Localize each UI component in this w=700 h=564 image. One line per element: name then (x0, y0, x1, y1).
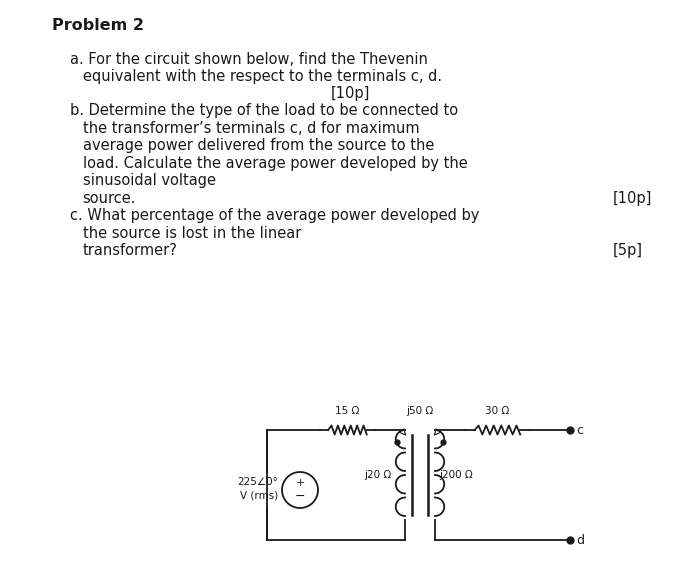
Text: d: d (576, 534, 584, 547)
Text: −: − (295, 490, 305, 503)
Text: the transformer’s terminals c, d for maximum: the transformer’s terminals c, d for max… (83, 121, 419, 136)
Text: j20 Ω: j20 Ω (364, 470, 391, 480)
Text: 225∠0°: 225∠0° (237, 477, 278, 487)
Text: transformer?: transformer? (83, 243, 178, 258)
Text: j200 Ω: j200 Ω (439, 470, 472, 480)
Text: average power delivered from the source to the: average power delivered from the source … (83, 138, 434, 153)
Text: [10p]: [10p] (330, 86, 370, 102)
Text: a. For the circuit shown below, find the Thevenin: a. For the circuit shown below, find the… (70, 52, 428, 67)
Text: load. Calculate the average power developed by the: load. Calculate the average power develo… (83, 156, 468, 171)
Text: b. Determine the type of the load to be connected to: b. Determine the type of the load to be … (70, 103, 458, 118)
Text: c. What percentage of the average power developed by: c. What percentage of the average power … (70, 208, 480, 223)
Text: +: + (295, 478, 304, 488)
Text: 30 Ω: 30 Ω (485, 406, 510, 416)
Text: 15 Ω: 15 Ω (335, 406, 360, 416)
Text: V (rms): V (rms) (239, 490, 278, 500)
Text: source.: source. (83, 191, 136, 206)
Text: [10p]: [10p] (612, 191, 652, 206)
Text: sinusoidal voltage: sinusoidal voltage (83, 173, 216, 188)
Text: Problem 2: Problem 2 (52, 18, 144, 33)
Text: the source is lost in the linear: the source is lost in the linear (83, 226, 301, 241)
Text: equivalent with the respect to the terminals c, d.: equivalent with the respect to the termi… (83, 69, 442, 85)
Text: j50 Ω: j50 Ω (407, 406, 433, 416)
Text: c: c (576, 424, 583, 437)
Text: [5p]: [5p] (612, 243, 643, 258)
